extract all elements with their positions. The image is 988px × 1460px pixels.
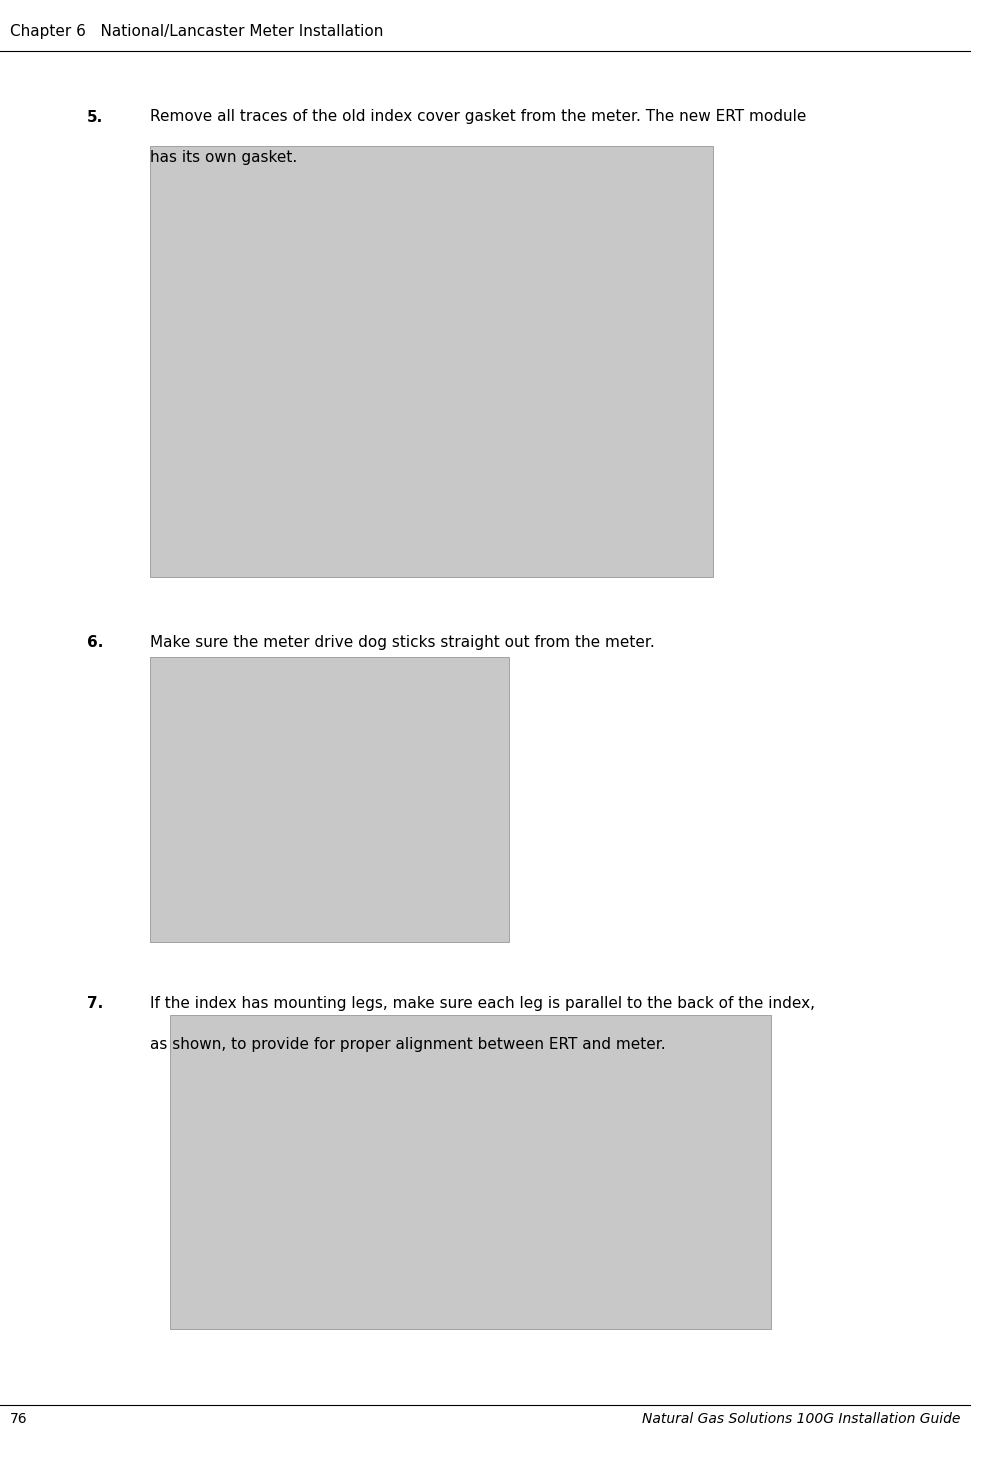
Text: Remove all traces of the old index cover gasket from the meter. The new ERT modu: Remove all traces of the old index cover… (150, 110, 807, 124)
Text: 76: 76 (10, 1412, 28, 1426)
FancyBboxPatch shape (150, 657, 509, 942)
Text: as shown, to provide for proper alignment between ERT and meter.: as shown, to provide for proper alignmen… (150, 1037, 666, 1051)
FancyBboxPatch shape (150, 146, 713, 577)
Text: 5.: 5. (87, 110, 104, 124)
Text: has its own gasket.: has its own gasket. (150, 150, 297, 165)
Text: Make sure the meter drive dog sticks straight out from the meter.: Make sure the meter drive dog sticks str… (150, 635, 655, 650)
Text: 7.: 7. (87, 996, 104, 1010)
Text: If the index has mounting legs, make sure each leg is parallel to the back of th: If the index has mounting legs, make sur… (150, 996, 815, 1010)
FancyBboxPatch shape (170, 1015, 772, 1329)
Text: Chapter 6   National/Lancaster Meter Installation: Chapter 6 National/Lancaster Meter Insta… (10, 25, 383, 39)
Text: Natural Gas Solutions 100G Installation Guide: Natural Gas Solutions 100G Installation … (642, 1412, 960, 1426)
Text: 6.: 6. (87, 635, 104, 650)
